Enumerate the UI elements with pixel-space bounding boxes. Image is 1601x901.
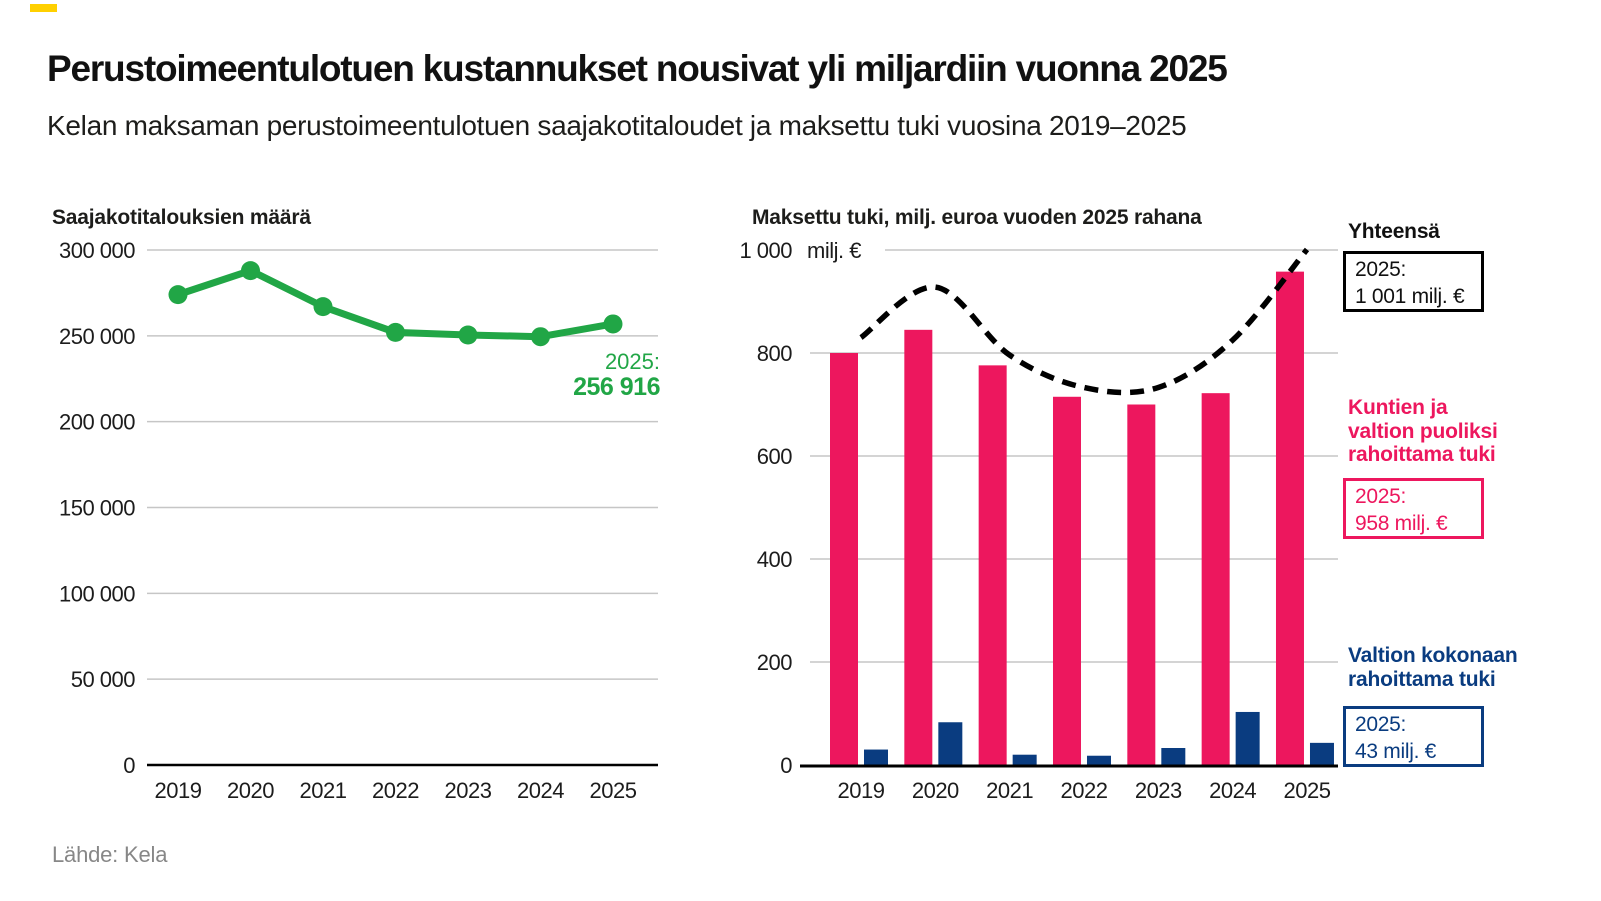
legend-municipal-state-label: Kuntien ja valtion puoliksi rahoittama t… (1348, 396, 1498, 467)
bar-municipal-state (1201, 393, 1230, 765)
x-tick-label: 2025 (1284, 778, 1331, 803)
x-tick-label: 2024 (1209, 778, 1256, 803)
line-chart-annotation: 2025: 256 916 (573, 350, 660, 401)
x-tick-label: 2022 (1061, 778, 1108, 803)
x-tick-label: 2021 (300, 778, 347, 803)
x-tick-label: 2020 (912, 778, 959, 803)
bar-municipal-state (1052, 396, 1081, 765)
brand-accent-mark (30, 4, 57, 12)
callout-year: 2025: (1355, 713, 1407, 736)
legend-state-funded-callout: 2025: 43 milj. € (1343, 706, 1484, 767)
x-tick-label: 2021 (986, 778, 1033, 803)
y-tick-label: 1 000 (739, 238, 792, 263)
y-tick-label: 50 000 (71, 667, 136, 692)
bar-state-funded (1161, 748, 1186, 765)
y-tick-label: 250 000 (59, 324, 135, 349)
x-tick-label: 2019 (838, 778, 885, 803)
x-tick-label: 2022 (372, 778, 419, 803)
x-tick-label: 2019 (155, 778, 202, 803)
data-point (386, 322, 405, 342)
y-tick-label: 100 000 (59, 581, 135, 606)
bar-state-funded (1235, 711, 1260, 765)
bar-municipal-state (978, 365, 1007, 765)
y-axis-unit-label: milj. € (807, 238, 861, 263)
callout-value: 1 001 milj. € (1355, 285, 1465, 308)
legend-total-label: Yhteensä (1348, 220, 1440, 243)
y-tick-label: 200 (757, 650, 792, 675)
x-tick-label: 2024 (517, 778, 564, 803)
legend-state-funded-label: Valtion kokonaan rahoittama tuki (1348, 644, 1518, 691)
annotation-year-label: 2025: (604, 349, 660, 374)
x-tick-label: 2025 (590, 778, 637, 803)
bar-municipal-state (904, 329, 933, 765)
page-subtitle: Kelan maksaman perustoimeentulotuen saaj… (47, 110, 1187, 141)
callout-year: 2025: (1355, 258, 1407, 281)
bar-state-funded (864, 749, 888, 765)
data-point (531, 327, 550, 347)
legend-label-line: rahoittama tuki (1348, 667, 1496, 691)
y-tick-label: 200 000 (59, 410, 135, 435)
data-point (603, 314, 623, 334)
y-tick-label: 600 (757, 444, 792, 469)
callout-year: 2025: (1355, 485, 1407, 508)
bar-municipal-state (830, 353, 858, 765)
data-point (313, 297, 333, 317)
bar-state-funded (938, 722, 963, 765)
data-point (458, 325, 478, 345)
callout-value: 958 milj. € (1355, 512, 1448, 535)
callout-value: 43 milj. € (1355, 740, 1437, 763)
x-tick-label: 2020 (227, 778, 274, 803)
legend-label-line: valtion puoliksi (1348, 419, 1498, 443)
x-tick-label: 2023 (445, 778, 492, 803)
legend-municipal-state-callout: 2025: 958 milj. € (1343, 478, 1484, 539)
page-title: Perustoimeentulotuen kustannukset nousiv… (47, 48, 1228, 89)
bar-state-funded (1086, 755, 1111, 765)
source-caption: Lähde: Kela (52, 842, 168, 867)
bar-chart-title: Maksettu tuki, milj. euroa vuoden 2025 r… (752, 206, 1202, 229)
y-tick-label: 0 (780, 753, 792, 778)
households-line-chart: 0 50 000 100 000 150 000 200 000 250 000 300 0… (59, 238, 658, 803)
bar-municipal-state (1127, 404, 1156, 765)
paid-support-bar-chart: 0 200 400 600 800 1 000 milj. € 2019 2020 2021 202… (739, 238, 1338, 803)
bar-state-funded (1309, 742, 1334, 765)
y-tick-label: 400 (757, 547, 792, 572)
x-tick-label: 2023 (1135, 778, 1182, 803)
y-tick-label: 800 (757, 341, 792, 366)
y-tick-label: 0 (123, 753, 135, 778)
data-point (241, 261, 260, 281)
bar-state-funded (1012, 754, 1037, 765)
legend-label-line: Kuntien ja (1348, 396, 1448, 419)
legend-label-line: rahoittama tuki (1348, 443, 1496, 466)
bar-municipal-state (1275, 271, 1304, 765)
legend-label-line: Valtion kokonaan (1348, 644, 1518, 667)
data-point (168, 285, 188, 305)
y-tick-label: 150 000 (59, 496, 135, 521)
y-tick-label: 300 000 (59, 238, 135, 263)
annotation-value: 256 916 (573, 373, 660, 401)
legend-total-callout: 2025: 1 001 milj. € (1343, 251, 1484, 312)
line-chart-title: Saajakotitalouksien määrä (52, 206, 311, 229)
total-dashed-line (859, 247, 1310, 396)
